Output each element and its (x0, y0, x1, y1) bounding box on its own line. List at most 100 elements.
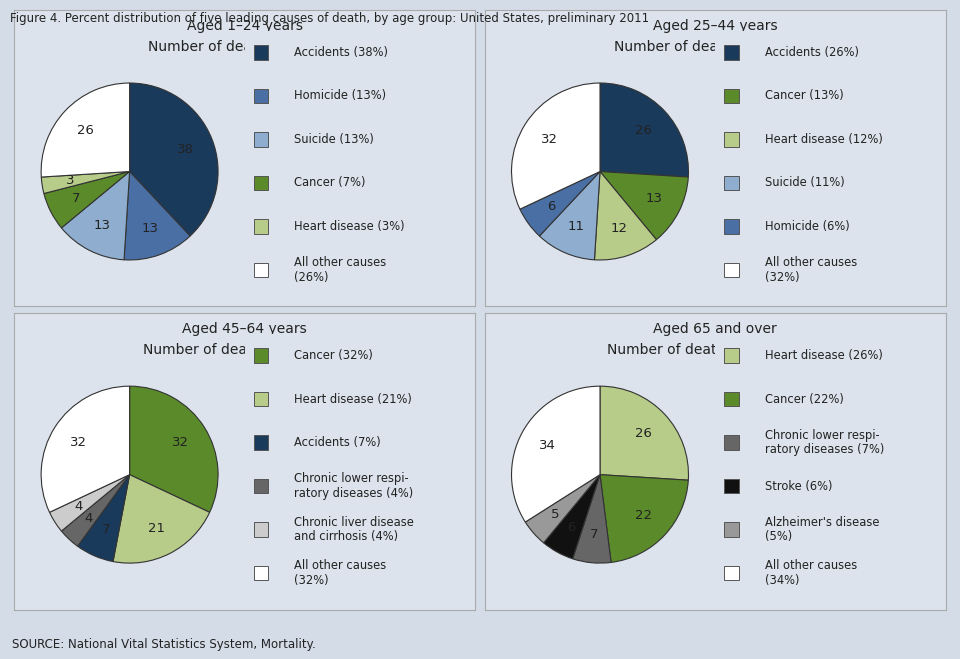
Wedge shape (520, 171, 600, 236)
Text: Aged 25–44 years: Aged 25–44 years (653, 19, 778, 33)
Text: Stroke (6%): Stroke (6%) (765, 480, 832, 492)
Text: 7: 7 (102, 523, 110, 536)
Wedge shape (78, 474, 130, 561)
FancyBboxPatch shape (253, 176, 269, 190)
Wedge shape (543, 474, 600, 559)
Text: Chronic lower respi-
ratory diseases (4%): Chronic lower respi- ratory diseases (4%… (295, 473, 414, 500)
Wedge shape (41, 171, 130, 194)
Text: 4: 4 (84, 512, 92, 525)
Wedge shape (130, 83, 218, 236)
Text: 6: 6 (547, 200, 556, 214)
FancyBboxPatch shape (253, 392, 269, 406)
FancyBboxPatch shape (724, 219, 739, 233)
Text: Suicide (13%): Suicide (13%) (295, 133, 374, 146)
Text: 6: 6 (566, 521, 575, 534)
Text: Heart disease (3%): Heart disease (3%) (295, 220, 405, 233)
Wedge shape (124, 171, 190, 260)
Text: 13: 13 (141, 221, 158, 235)
Text: Heart disease (21%): Heart disease (21%) (295, 393, 413, 405)
FancyBboxPatch shape (724, 392, 739, 406)
Text: Accidents (38%): Accidents (38%) (295, 46, 389, 59)
Text: 13: 13 (645, 192, 662, 206)
Text: 32: 32 (540, 132, 558, 146)
FancyBboxPatch shape (724, 132, 739, 146)
FancyBboxPatch shape (724, 436, 739, 449)
FancyBboxPatch shape (253, 523, 269, 536)
FancyBboxPatch shape (724, 523, 739, 536)
Wedge shape (61, 474, 130, 546)
Text: 3: 3 (66, 175, 75, 187)
Wedge shape (130, 386, 218, 512)
Text: All other causes
(32%): All other causes (32%) (295, 559, 387, 587)
Text: 7: 7 (590, 528, 599, 541)
Wedge shape (41, 386, 130, 512)
Text: Aged 1–24 years: Aged 1–24 years (187, 19, 302, 33)
Text: Number of deaths = 39,213: Number of deaths = 39,213 (148, 40, 342, 53)
Text: All other causes
(34%): All other causes (34%) (765, 559, 857, 587)
Wedge shape (600, 171, 688, 240)
FancyBboxPatch shape (253, 436, 269, 449)
Text: Figure 4. Percent distribution of five leading causes of death, by age group: Un: Figure 4. Percent distribution of five l… (10, 12, 649, 25)
Wedge shape (600, 386, 688, 480)
FancyBboxPatch shape (253, 479, 269, 493)
Wedge shape (113, 474, 209, 563)
Text: 11: 11 (567, 220, 585, 233)
Text: 7: 7 (72, 192, 81, 206)
Wedge shape (594, 171, 657, 260)
Text: Cancer (32%): Cancer (32%) (295, 349, 373, 362)
Text: Chronic lower respi-
ratory diseases (7%): Chronic lower respi- ratory diseases (7%… (765, 429, 884, 456)
Text: 12: 12 (611, 222, 627, 235)
Wedge shape (41, 83, 130, 177)
Text: 26: 26 (636, 124, 652, 137)
Text: Aged 45–64 years: Aged 45–64 years (182, 322, 307, 336)
Text: 32: 32 (172, 436, 189, 449)
Text: Aged 65 and over: Aged 65 and over (654, 322, 777, 336)
Text: 26: 26 (78, 124, 94, 137)
FancyBboxPatch shape (724, 566, 739, 580)
Wedge shape (44, 171, 130, 228)
FancyBboxPatch shape (253, 219, 269, 233)
Text: Heart disease (12%): Heart disease (12%) (765, 133, 883, 146)
FancyBboxPatch shape (253, 132, 269, 146)
Text: Number of deaths = 1,830,553: Number of deaths = 1,830,553 (608, 343, 824, 357)
Text: Homicide (6%): Homicide (6%) (765, 220, 850, 233)
Text: Suicide (11%): Suicide (11%) (765, 177, 845, 189)
Text: 5: 5 (551, 508, 559, 521)
Text: Cancer (22%): Cancer (22%) (765, 393, 844, 405)
Text: 34: 34 (539, 439, 556, 452)
FancyBboxPatch shape (253, 45, 269, 59)
FancyBboxPatch shape (253, 349, 269, 362)
Text: Cancer (7%): Cancer (7%) (295, 177, 366, 189)
Wedge shape (525, 474, 600, 543)
Wedge shape (540, 171, 600, 260)
FancyBboxPatch shape (253, 89, 269, 103)
FancyBboxPatch shape (724, 349, 739, 362)
Wedge shape (512, 386, 600, 522)
FancyBboxPatch shape (253, 566, 269, 580)
Text: 21: 21 (149, 522, 165, 534)
Text: 22: 22 (636, 509, 653, 523)
Text: 32: 32 (70, 436, 87, 449)
Text: Chronic liver disease
and cirrhosis (4%): Chronic liver disease and cirrhosis (4%) (295, 516, 415, 543)
Text: 4: 4 (75, 500, 83, 513)
Text: Accidents (7%): Accidents (7%) (295, 436, 381, 449)
Text: 26: 26 (636, 427, 652, 440)
Text: All other causes
(26%): All other causes (26%) (295, 256, 387, 283)
FancyBboxPatch shape (724, 176, 739, 190)
FancyBboxPatch shape (724, 479, 739, 493)
Text: Homicide (13%): Homicide (13%) (295, 90, 387, 102)
Text: Accidents (26%): Accidents (26%) (765, 46, 859, 59)
Wedge shape (512, 83, 600, 209)
Text: Number of deaths = 505,730: Number of deaths = 505,730 (143, 343, 347, 357)
Text: SOURCE: National Vital Statistics System, Mortality.: SOURCE: National Vital Statistics System… (12, 638, 315, 651)
Text: Cancer (13%): Cancer (13%) (765, 90, 844, 102)
Text: Heart disease (26%): Heart disease (26%) (765, 349, 883, 362)
FancyBboxPatch shape (724, 89, 739, 103)
Text: 13: 13 (94, 219, 110, 231)
Text: 38: 38 (177, 143, 194, 156)
FancyBboxPatch shape (724, 263, 739, 277)
Wedge shape (61, 171, 130, 260)
Wedge shape (50, 474, 130, 531)
Wedge shape (600, 83, 688, 177)
FancyBboxPatch shape (724, 45, 739, 59)
